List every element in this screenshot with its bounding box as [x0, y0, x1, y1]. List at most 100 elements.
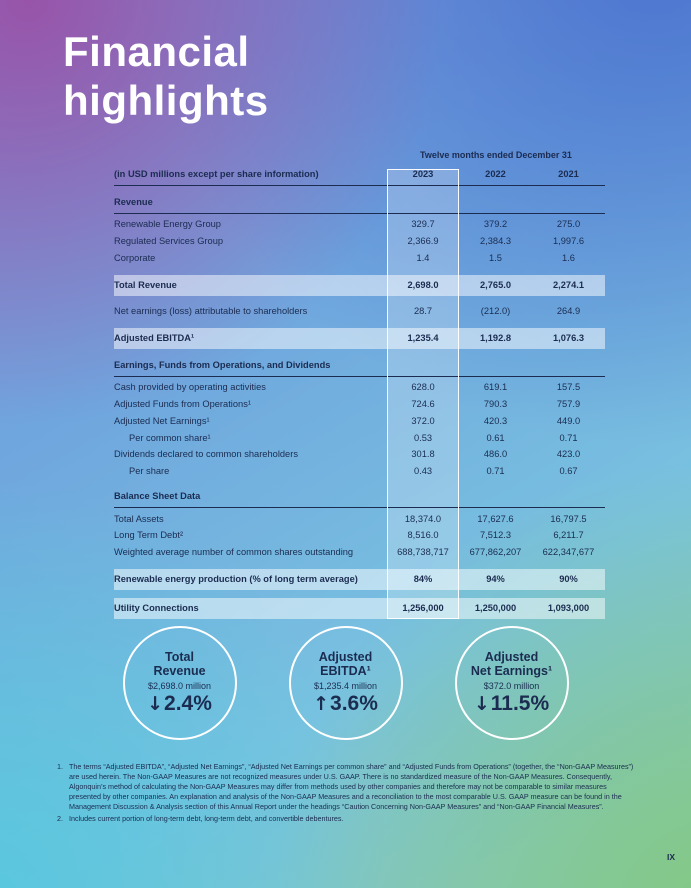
row-value: 1.4	[416, 252, 430, 263]
row-value: (212.0)	[480, 306, 511, 317]
page-title-line2: highlights	[63, 76, 269, 124]
row-label: Dividends declared to common shareholder…	[114, 449, 298, 460]
row-value: 1.6	[562, 252, 575, 263]
table-row: Cash provided by operating activities 628…	[114, 380, 605, 397]
table-section-row: Balance Sheet Data	[114, 488, 605, 509]
table-row: Per common share¹ 0.53 0.61 0.71	[114, 430, 605, 447]
current-year-column-fill	[387, 169, 459, 619]
table-row: Total Revenue 2,698.0 2,765.0 2,274.1	[114, 275, 605, 296]
row-value: 677,862,207	[469, 547, 522, 558]
metric-circle: Total Revenue $2,698.0 million ↓ 2.4%	[122, 626, 237, 740]
table-label-header: (in USD millions except per share inform…	[114, 169, 319, 179]
row-value: 757.9	[556, 399, 581, 410]
metric-value: $2,698.0 million	[147, 681, 212, 692]
row-value: 264.9	[556, 306, 581, 317]
row-label: Adjusted Funds from Operations¹	[114, 399, 251, 410]
row-value: 301.8	[411, 449, 435, 460]
row-label: Renewable energy production (% of long t…	[114, 573, 358, 584]
row-label: Revenue	[114, 197, 153, 207]
row-value: 16,797.5	[550, 513, 587, 524]
metric-change: ↑ 3.6%	[313, 692, 378, 716]
row-value: 2,366.9	[407, 236, 439, 246]
footnote-text: Includes current portion of long-term de…	[69, 814, 344, 824]
row-value: 0.43	[413, 466, 433, 477]
table-row: Dividends declared to common shareholder…	[114, 447, 605, 464]
row-label: Adjusted Net Earnings¹	[114, 415, 210, 426]
table-row: Weighted average number of common shares…	[114, 545, 605, 562]
row-label: Net earnings (loss) attributable to shar…	[114, 306, 308, 317]
table-row: Total Assets 18,374.0 17,627.6 16,797.5	[114, 511, 605, 528]
row-value: 157.5	[556, 382, 581, 393]
table-row: Regulated Services Group 2,366.9 2,384.3 1,…	[114, 233, 605, 250]
row-value: 275.0	[556, 219, 581, 230]
table-row: Net earnings (loss) attributable to shar…	[114, 304, 605, 321]
year-header-2021: 2021	[558, 169, 579, 179]
metric-circles: Total Revenue $2,698.0 million ↓ 2.4% Adjust…	[0, 626, 691, 740]
row-label: Long Term Debt²	[114, 530, 184, 541]
page-title: Financial highlights	[63, 28, 269, 125]
footnotes: 1. The terms “Adjusted EBITDA”, “Adjusted…	[57, 762, 637, 826]
row-value: 1,256,000	[402, 602, 444, 613]
row-label: Renewable Energy Group	[114, 219, 221, 230]
metric-title: Adjusted Net Earnings¹	[470, 649, 553, 678]
table-row: Long Term Debt² 8,516.0 7,512.3 6,211.7	[114, 528, 605, 545]
metric-value: $372.0 million	[483, 681, 540, 692]
row-label: Per common share¹	[129, 432, 211, 443]
row-value: 688,738,717	[397, 547, 449, 558]
row-value: 379.2	[483, 219, 508, 230]
row-value: 1,093,000	[547, 602, 590, 613]
row-value: 7,512.3	[479, 530, 512, 541]
row-value: 0.71	[559, 432, 578, 443]
table-body: (in USD millions except per share inform…	[114, 169, 605, 619]
table-rows: Revenue Renewable Energy Group 329.7 379.2 2…	[114, 194, 605, 619]
arrow-up-icon: ↑	[313, 693, 330, 716]
table-row: Renewable Energy Group 329.7 379.2 275.0	[114, 217, 605, 234]
row-value: 329.7	[411, 219, 435, 230]
metric-change: ↓ 2.4%	[147, 692, 212, 716]
row-value: 420.3	[483, 415, 508, 426]
row-value: 6,211.7	[553, 530, 584, 541]
row-value: 90%	[559, 573, 578, 584]
row-value: 449.0	[556, 415, 581, 426]
row-label: Adjusted EBITDA¹	[114, 332, 195, 343]
footnote: 1. The terms “Adjusted EBITDA”, “Adjusted…	[57, 762, 637, 812]
financial-highlights-table: Twelve months ended December 31 (in USD …	[114, 150, 605, 619]
footnote: 2. Includes current portion of long-term …	[57, 814, 637, 824]
metric-percent: 11.5%	[490, 692, 550, 716]
row-label: Corporate	[114, 252, 156, 263]
row-value: 18,374.0	[404, 513, 442, 524]
row-label: Earnings, Funds from Operations, and Div…	[114, 360, 331, 371]
row-label: Total Revenue	[114, 279, 177, 290]
row-value: 423.0	[556, 449, 581, 460]
row-value: 0.53	[413, 432, 433, 443]
row-label: Utility Connections	[114, 602, 199, 613]
table-header-row: (in USD millions except per share inform…	[114, 169, 605, 186]
row-value: 2,384.3	[479, 236, 512, 246]
row-value: 372.0	[411, 415, 435, 426]
row-value: 28.7	[413, 306, 433, 317]
row-value: 2,698.0	[407, 279, 439, 290]
row-value: 2,765.0	[479, 279, 512, 290]
row-value: 8,516.0	[407, 530, 439, 541]
row-value: 1,192.8	[479, 332, 512, 343]
row-value: 0.67	[559, 466, 578, 477]
table-content: (in USD millions except per share inform…	[114, 169, 605, 619]
row-label: Regulated Services Group	[114, 236, 224, 246]
row-value: 0.71	[486, 466, 505, 477]
row-value: 724.6	[411, 399, 435, 410]
year-header-2022: 2022	[485, 169, 506, 179]
row-value: 94%	[486, 573, 505, 584]
table-row: Utility Connections 1,256,000 1,250,000 1,0…	[114, 598, 605, 619]
period-header: Twelve months ended December 31	[420, 150, 572, 160]
row-value: 2,274.1	[552, 279, 585, 290]
row-value: 622,347,677	[542, 547, 595, 558]
row-value: 486.0	[483, 449, 508, 460]
row-value: 1,235.4	[407, 332, 439, 343]
row-value: 1,997.6	[552, 236, 585, 246]
row-value: 1,076.3	[552, 332, 585, 343]
table-section-row: Earnings, Funds from Operations, and Div…	[114, 357, 605, 377]
page-number: IX	[666, 852, 675, 862]
metric-percent: 2.4%	[164, 692, 212, 716]
table-row: Adjusted Net Earnings¹ 372.0 420.3 449.0	[114, 413, 605, 430]
